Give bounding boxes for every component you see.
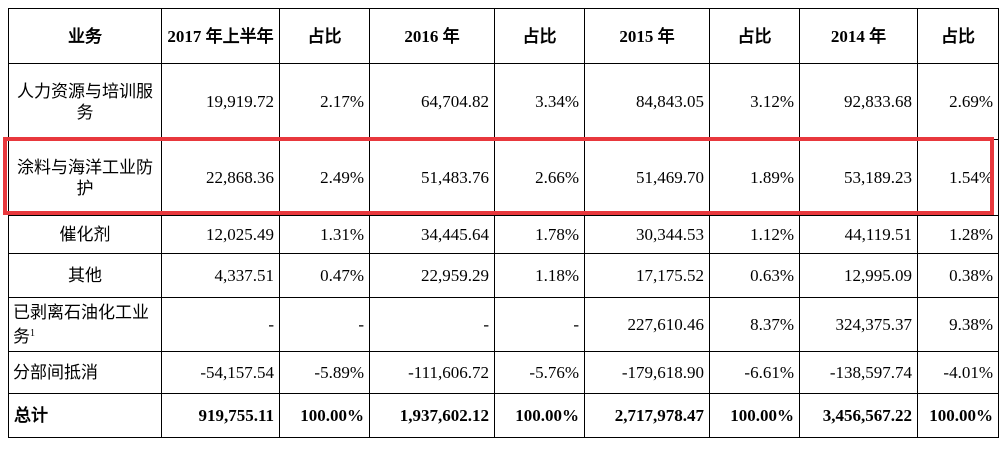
value-cell: 22,959.29 — [369, 253, 495, 298]
share-cell: 0.38% — [917, 253, 999, 298]
value-cell: 227,610.46 — [584, 297, 710, 352]
share-cell: -4.01% — [917, 351, 999, 394]
header-share: 占比 — [709, 8, 800, 64]
value-cell: -111,606.72 — [369, 351, 495, 394]
value-cell: -138,597.74 — [799, 351, 918, 394]
total-row: 总计 919,755.11 100.00% 1,937,602.12 100.0… — [8, 393, 999, 438]
share-cell: 1.54% — [917, 139, 999, 216]
share-cell: 0.47% — [279, 253, 370, 298]
header-row: 业务 2017 年上半年 占比 2016 年 占比 2015 年 占比 2014… — [8, 8, 999, 64]
value-cell: 92,833.68 — [799, 63, 918, 140]
share-cell: -5.89% — [279, 351, 370, 394]
total-share: 100.00% — [494, 393, 585, 438]
header-share: 占比 — [494, 8, 585, 64]
share-cell: -6.61% — [709, 351, 800, 394]
value-cell: 4,337.51 — [161, 253, 280, 298]
value-cell: 12,025.49 — [161, 215, 280, 254]
share-cell: 2.49% — [279, 139, 370, 216]
header-share: 占比 — [917, 8, 999, 64]
footnote-marker: 1 — [30, 328, 35, 339]
share-cell: 1.89% — [709, 139, 800, 216]
row-label: 催化剂 — [8, 215, 162, 254]
value-cell: 64,704.82 — [369, 63, 495, 140]
share-cell: 1.28% — [917, 215, 999, 254]
value-cell: 324,375.37 — [799, 297, 918, 352]
total-value: 2,717,978.47 — [584, 393, 710, 438]
value-cell: 17,175.52 — [584, 253, 710, 298]
share-cell: 1.78% — [494, 215, 585, 254]
total-share: 100.00% — [917, 393, 999, 438]
value-cell: 51,469.70 — [584, 139, 710, 216]
segment-revenue-table: 业务 2017 年上半年 占比 2016 年 占比 2015 年 占比 2014… — [8, 8, 999, 438]
value-cell: -179,618.90 — [584, 351, 710, 394]
table-row-highlighted: 涂料与海洋工业防护 22,868.36 2.49% 51,483.76 2.66… — [8, 139, 999, 216]
share-cell: -5.76% — [494, 351, 585, 394]
value-cell: -54,157.54 — [161, 351, 280, 394]
share-cell: 1.18% — [494, 253, 585, 298]
table-row: 分部间抵消 -54,157.54 -5.89% -111,606.72 -5.7… — [8, 351, 999, 394]
row-label: 已剥离石油化工业务1 — [8, 297, 162, 352]
total-label: 总计 — [8, 393, 162, 438]
share-cell: 8.37% — [709, 297, 800, 352]
share-cell: 2.17% — [279, 63, 370, 140]
share-cell: 3.12% — [709, 63, 800, 140]
value-cell: 34,445.64 — [369, 215, 495, 254]
total-value: 919,755.11 — [161, 393, 280, 438]
total-share: 100.00% — [279, 393, 370, 438]
total-value: 1,937,602.12 — [369, 393, 495, 438]
row-label: 分部间抵消 — [8, 351, 162, 394]
value-cell: 51,483.76 — [369, 139, 495, 216]
share-cell: 2.66% — [494, 139, 585, 216]
value-cell: 19,919.72 — [161, 63, 280, 140]
header-2014: 2014 年 — [799, 8, 918, 64]
value-cell: 22,868.36 — [161, 139, 280, 216]
header-2015: 2015 年 — [584, 8, 710, 64]
value-cell: 12,995.09 — [799, 253, 918, 298]
value-cell: 44,119.51 — [799, 215, 918, 254]
value-cell: 30,344.53 — [584, 215, 710, 254]
header-business: 业务 — [8, 8, 162, 64]
share-cell: 9.38% — [917, 297, 999, 352]
share-cell: 3.34% — [494, 63, 585, 140]
share-cell: - — [494, 297, 585, 352]
header-share: 占比 — [279, 8, 370, 64]
row-label: 涂料与海洋工业防护 — [8, 139, 162, 216]
header-2017-h1: 2017 年上半年 — [161, 8, 280, 64]
value-cell: 84,843.05 — [584, 63, 710, 140]
total-value: 3,456,567.22 — [799, 393, 918, 438]
value-cell: - — [161, 297, 280, 352]
table-row: 其他 4,337.51 0.47% 22,959.29 1.18% 17,175… — [8, 253, 999, 298]
share-cell: 1.31% — [279, 215, 370, 254]
row-label-text: 已剥离石油化工业务 — [13, 303, 149, 346]
table-row: 人力资源与培训服务 19,919.72 2.17% 64,704.82 3.34… — [8, 63, 999, 140]
share-cell: 1.12% — [709, 215, 800, 254]
value-cell: 53,189.23 — [799, 139, 918, 216]
table-row: 催化剂 12,025.49 1.31% 34,445.64 1.78% 30,3… — [8, 215, 999, 254]
value-cell: - — [369, 297, 495, 352]
row-label: 其他 — [8, 253, 162, 298]
share-cell: 0.63% — [709, 253, 800, 298]
table-row: 已剥离石油化工业务1 - - - - 227,610.46 8.37% 324,… — [8, 297, 999, 352]
row-label: 人力资源与培训服务 — [8, 63, 162, 140]
share-cell: - — [279, 297, 370, 352]
total-share: 100.00% — [709, 393, 800, 438]
share-cell: 2.69% — [917, 63, 999, 140]
header-2016: 2016 年 — [369, 8, 495, 64]
